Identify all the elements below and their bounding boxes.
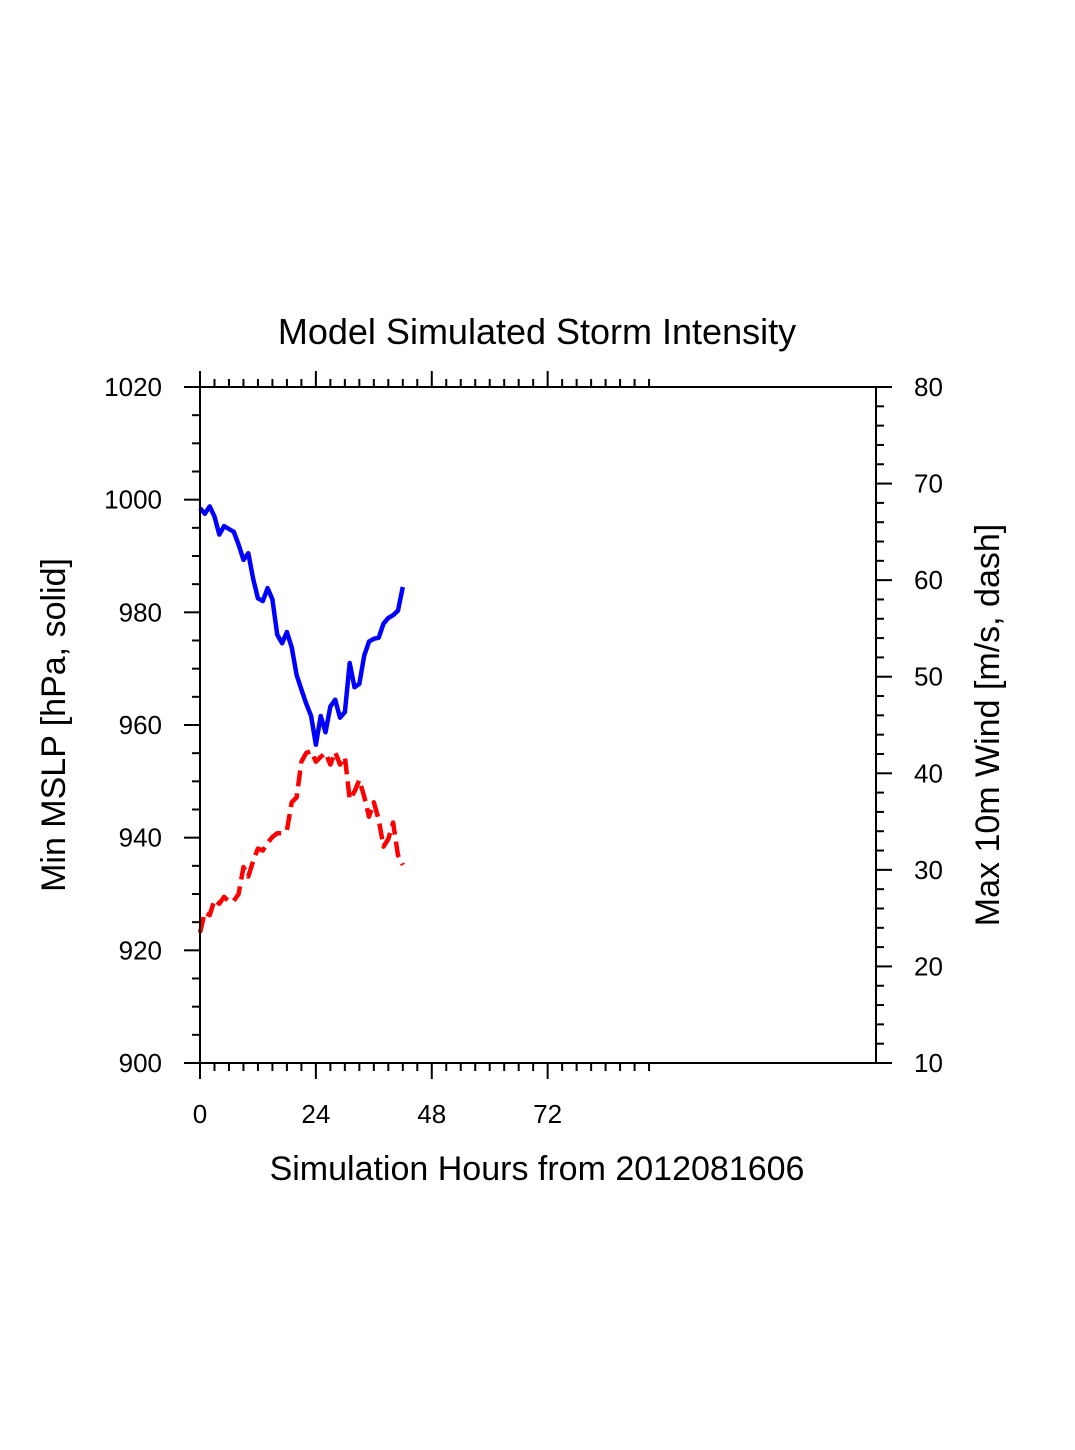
y-left-tick-label: 980 (119, 597, 162, 627)
x-tick-label: 0 (193, 1099, 207, 1129)
y-left-tick-label: 960 (119, 710, 162, 740)
x-tick-label: 24 (301, 1099, 330, 1129)
y-right-tick-label: 40 (914, 758, 943, 788)
tick-labels: 0 24 48 72900920940960980100010201020304050… (104, 372, 943, 1129)
y-left-tick-label: 900 (119, 1048, 162, 1078)
y-right-tick-label: 20 (914, 951, 943, 981)
chart-title: Model Simulated Storm Intensity (278, 311, 796, 352)
y-right-tick-label: 50 (914, 662, 943, 692)
min-mslp-series-line (198, 504, 406, 747)
y-right-tick-label: 60 (914, 565, 943, 595)
y-right-tick-label: 10 (914, 1048, 943, 1078)
x-axis-title: Simulation Hours from 2012081606 (270, 1150, 805, 1188)
axis-ticks (184, 371, 892, 1079)
y-left-tick-label: 920 (119, 935, 162, 965)
plot-series (197, 504, 406, 934)
max-wind-series-line (197, 748, 405, 934)
x-tick-label: 72 (533, 1099, 562, 1129)
y-axis-right-title: Max 10m Wind [m/s, dash] (969, 524, 1007, 926)
y-axis-left-title: Min MSLP [hPa, solid] (35, 558, 73, 892)
x-tick-label: 48 (417, 1099, 446, 1129)
plot-frame (199, 386, 877, 1064)
y-right-tick-label: 30 (914, 855, 943, 885)
y-left-tick-label: 1020 (104, 372, 162, 402)
y-right-tick-label: 80 (914, 372, 943, 402)
y-left-tick-label: 940 (119, 823, 162, 853)
y-right-tick-label: 70 (914, 469, 943, 499)
y-left-tick-label: 1000 (104, 485, 162, 515)
